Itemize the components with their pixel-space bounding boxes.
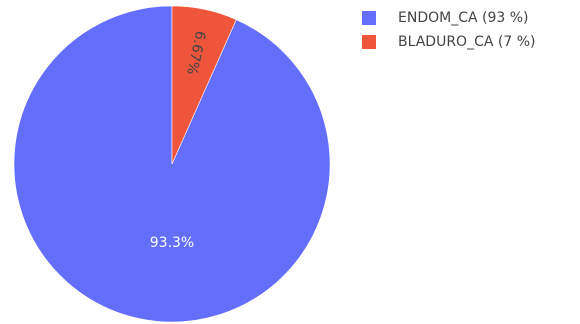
slice-labels-layer: 93.3%6.67% [150, 29, 208, 251]
legend-label-endom-ca: ENDOM_CA (93 %) [398, 10, 529, 26]
legend-label-bladuro-ca: BLADURO_CA (7 %) [398, 34, 536, 50]
legend-swatch-bladuro-ca [362, 35, 376, 49]
slice-label-endom-ca: 93.3% [150, 235, 194, 251]
legend-item-bladuro-ca[interactable]: BLADURO_CA (7 %) [358, 30, 535, 54]
legend: ENDOM_CA (93 %) BLADURO_CA (7 %) [358, 6, 535, 54]
slices-layer [13, 5, 331, 323]
pie-slice-bladuro-ca[interactable] [171, 5, 237, 165]
legend-swatch-endom-ca [362, 11, 376, 25]
legend-item-endom-ca[interactable]: ENDOM_CA (93 %) [358, 6, 535, 30]
